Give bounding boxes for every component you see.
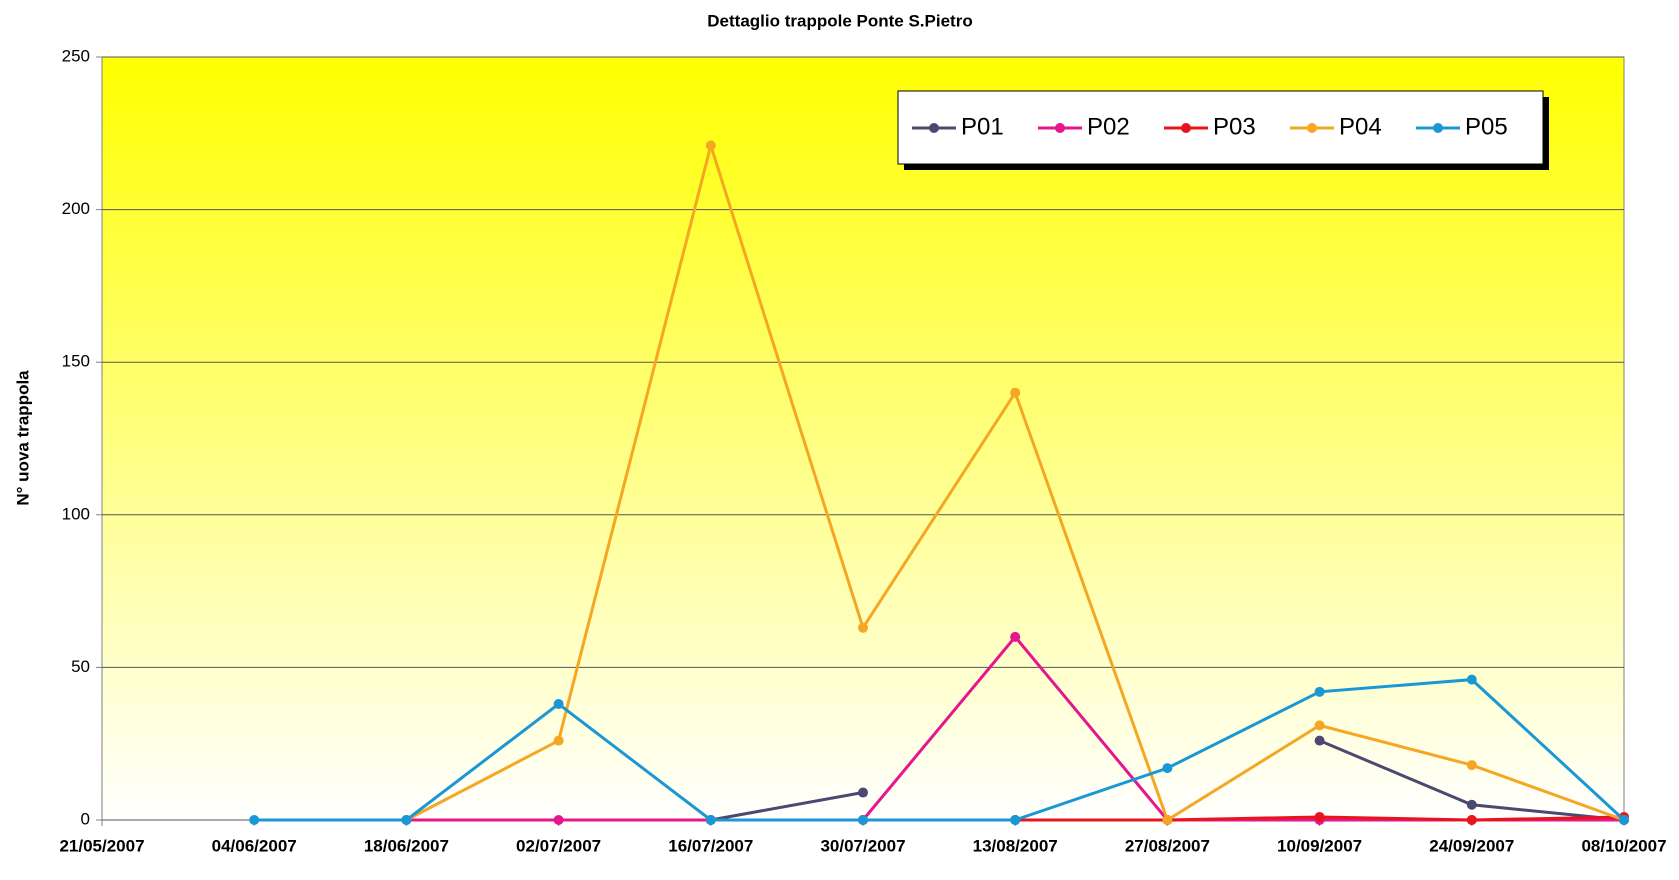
- marker: [705, 140, 716, 151]
- marker: [1619, 815, 1629, 825]
- marker: [1314, 811, 1325, 822]
- legend-marker: [1181, 123, 1191, 133]
- marker: [1314, 686, 1325, 697]
- plot-area: [101, 56, 1625, 821]
- legend-label: P01: [961, 113, 1004, 140]
- x-tick-label: 27/08/2007: [1125, 836, 1210, 855]
- legend-marker: [929, 123, 939, 133]
- legend-marker: [1055, 123, 1065, 133]
- marker: [1010, 387, 1021, 398]
- marker: [1162, 815, 1173, 825]
- series-line: [254, 678, 1626, 822]
- x-tick-label: 10/09/2007: [1277, 836, 1362, 855]
- y-tick-label: 250: [62, 46, 90, 65]
- x-tick-label: 21/05/2007: [59, 836, 144, 855]
- marker: [1466, 674, 1477, 685]
- x-tick-label: 04/06/2007: [212, 836, 297, 855]
- x-tick-label: 08/10/2007: [1581, 836, 1666, 855]
- marker: [1466, 799, 1477, 810]
- marker: [858, 787, 868, 798]
- chart-title: Dettaglio trappole Ponte S.Pietro: [707, 11, 972, 30]
- marker: [553, 735, 564, 746]
- marker: [1314, 735, 1325, 746]
- marker: [1010, 631, 1021, 642]
- series-line: [710, 791, 864, 822]
- x-tick-label: 24/09/2007: [1429, 836, 1514, 855]
- x-tick-label: 18/06/2007: [364, 836, 449, 855]
- marker: [858, 622, 868, 633]
- marker: [1314, 720, 1325, 731]
- marker: [1466, 815, 1477, 825]
- legend-label: P02: [1087, 113, 1130, 140]
- y-tick-label: 0: [81, 809, 90, 828]
- x-tick-label: 16/07/2007: [668, 836, 753, 855]
- marker: [1162, 763, 1173, 774]
- legend-marker: [1307, 123, 1317, 133]
- y-tick-label: 50: [71, 657, 90, 676]
- y-tick-label: 100: [62, 504, 90, 523]
- marker: [1010, 815, 1021, 825]
- marker: [401, 815, 412, 825]
- marker: [705, 815, 716, 825]
- x-tick-label: 02/07/2007: [516, 836, 601, 855]
- legend-label: P05: [1465, 113, 1508, 140]
- legend-label: P03: [1213, 113, 1256, 140]
- x-tick-label: 30/07/2007: [820, 836, 905, 855]
- marker: [1466, 760, 1477, 771]
- legend-label: P04: [1339, 113, 1382, 140]
- marker: [553, 699, 564, 710]
- y-tick-label: 200: [62, 199, 90, 218]
- marker: [249, 815, 260, 825]
- y-axis-label: N° uova trappola: [13, 370, 32, 506]
- x-tick-label: 13/08/2007: [973, 836, 1058, 855]
- marker: [858, 815, 868, 825]
- y-tick-label: 150: [62, 352, 90, 371]
- legend-marker: [1433, 123, 1443, 133]
- marker: [553, 815, 564, 825]
